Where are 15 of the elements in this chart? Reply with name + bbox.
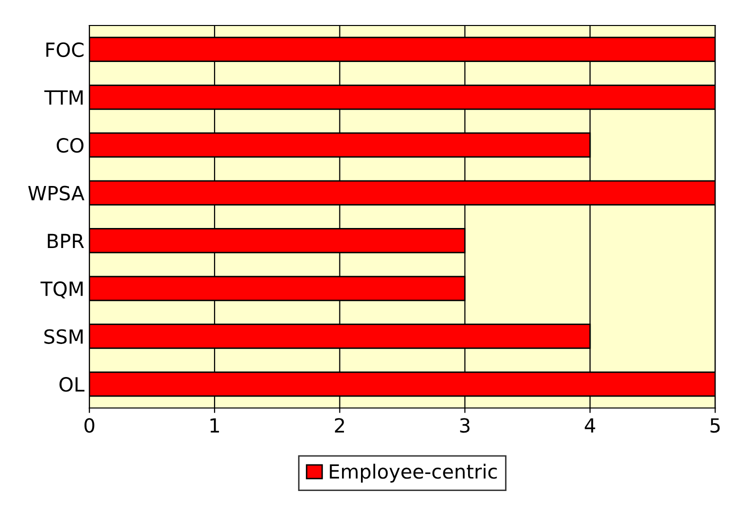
y-tick-label: SSM xyxy=(44,329,83,344)
x-tick-label: 1 xyxy=(210,418,219,432)
y-tick-label: OL xyxy=(59,377,84,392)
x-tick-label: 3 xyxy=(460,418,470,433)
x-tick-label: 4 xyxy=(584,418,596,432)
y-tick-label: TTM xyxy=(44,90,83,105)
legend-label: Employee-centric xyxy=(330,464,497,483)
y-tick-label: FOC xyxy=(46,42,84,58)
y-tick-label: BPR xyxy=(48,234,84,248)
x-tick-label: 2 xyxy=(334,418,344,432)
y-tick-label: WPSA xyxy=(28,186,84,201)
x-tick-label: 0 xyxy=(84,418,94,433)
y-tick-label: TQM xyxy=(40,281,83,298)
y-tick-label: CO xyxy=(56,138,84,153)
x-tick-label: 5 xyxy=(710,418,720,433)
